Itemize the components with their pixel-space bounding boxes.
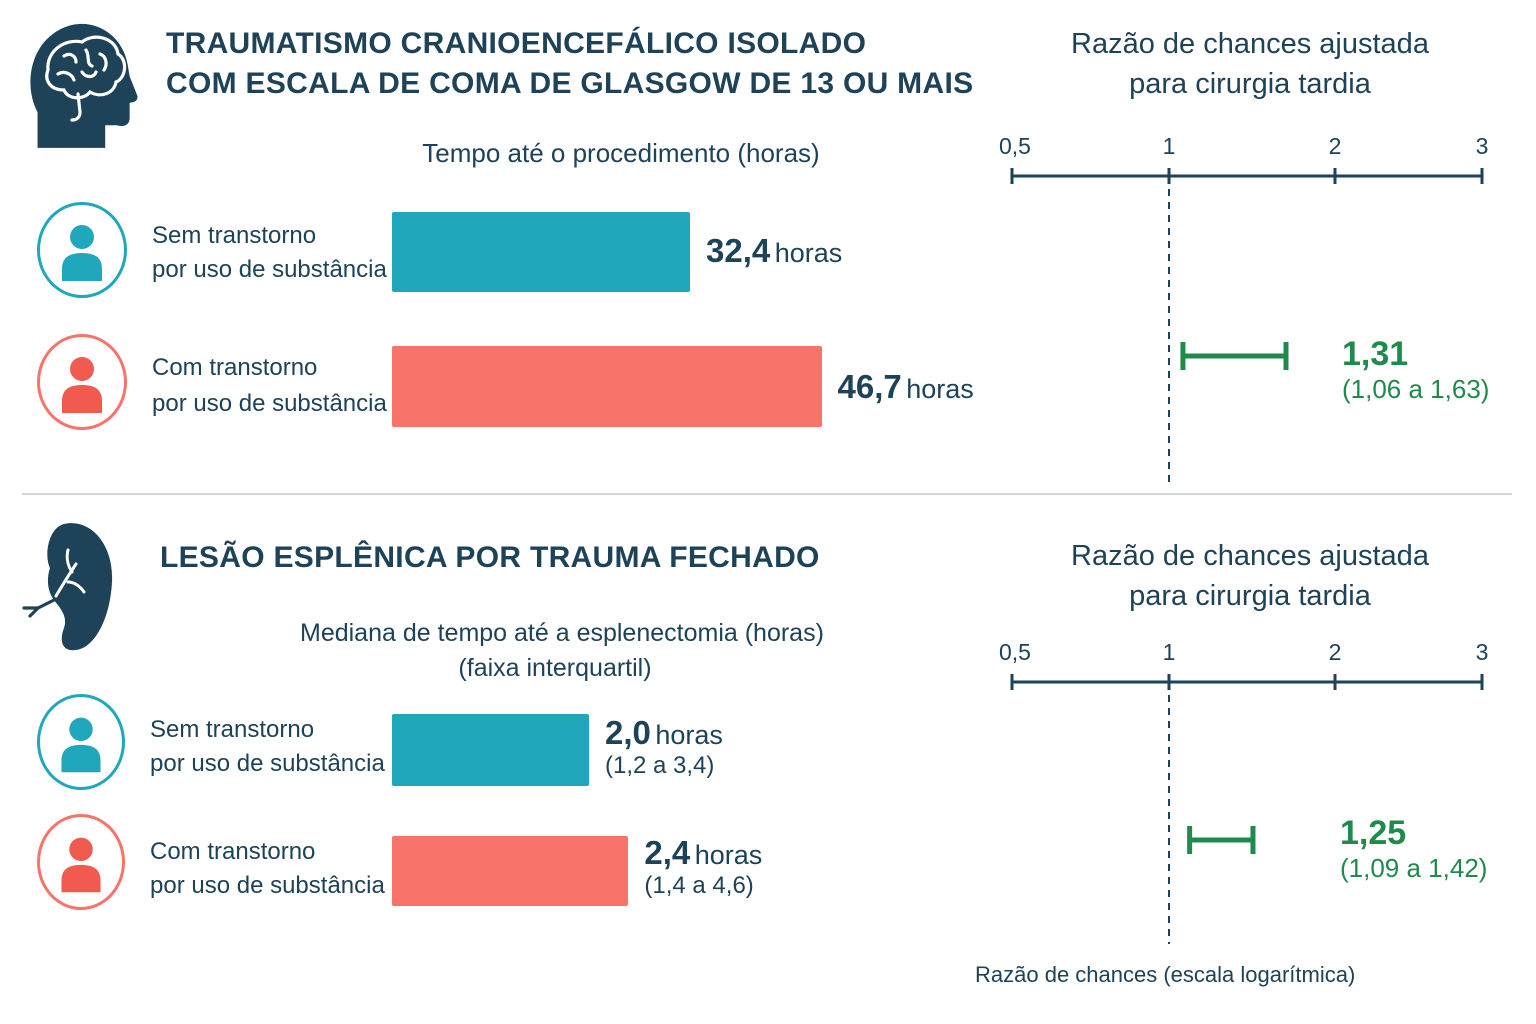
or-estimate-label: 1,31 (1,06 a 1,63) — [1342, 335, 1489, 405]
or-ci: (1,06 a 1,63) — [1342, 374, 1490, 404]
group-label-line2: por uso de substância — [152, 256, 387, 283]
person-icon — [61, 717, 101, 773]
bar-value-number: 2,4 — [644, 834, 691, 871]
or-value: 1,31 — [1342, 335, 1409, 373]
group-label-line1: Sem transtorno — [150, 716, 315, 743]
bar-value-label: 46,7 horas — [838, 368, 974, 406]
bar-with-sud — [392, 836, 629, 906]
forest-plot-tbi: 0,5 1 2 3 — [999, 133, 1489, 482]
section-title-line2: COM ESCALA DE COMA DE GLASGOW DE 13 OU M… — [166, 67, 974, 100]
group-label-line1: Com transtorno — [152, 354, 318, 381]
x-tick-label: 2 — [1329, 133, 1342, 159]
x-tick-label: 3 — [1476, 639, 1489, 665]
avatar-with-sud — [37, 334, 127, 430]
x-tick-label: 1 — [1163, 133, 1176, 159]
bar-value-number: 32,4 — [706, 232, 771, 269]
section-divider — [22, 493, 1512, 495]
bar-without-sud — [392, 714, 589, 786]
bar-value-unit: horas — [906, 374, 974, 404]
section-title: LESÃO ESPLÊNICA POR TRAUMA FECHADO — [160, 541, 820, 574]
bar-value-unit: horas — [694, 840, 763, 870]
person-icon — [62, 225, 102, 281]
group-label-line2: por uso de substância — [152, 390, 387, 417]
forest-plot-spleen: 0,5 1 2 3 — [999, 639, 1489, 944]
or-title-line2: para cirurgia tardia — [1129, 68, 1371, 100]
bar-chart-subtitle-line1: Mediana de tempo até a esplenectomia (ho… — [300, 619, 824, 647]
group-label-line1: Com transtorno — [150, 838, 316, 865]
group-label-line2: por uso de substância — [150, 750, 385, 777]
bar-value-label: 2,4 horas (1,4 a 4,6) — [644, 834, 762, 900]
bar-value-label: 32,4 horas — [706, 232, 842, 270]
spleen-icon — [22, 523, 113, 651]
person-icon — [62, 357, 102, 413]
bar-chart-subtitle: Tempo até o procedimento (horas) — [422, 138, 820, 168]
x-tick-label: 0,5 — [999, 133, 1031, 159]
person-icon — [61, 837, 101, 893]
bar-value-iqr: (1,2 a 3,4) — [605, 752, 715, 779]
bar-value-unit: horas — [655, 720, 723, 750]
avatar-without-sud — [37, 694, 125, 790]
x-tick-label: 3 — [1476, 133, 1489, 159]
or-estimate-label: 1,25 (1,09 a 1,42) — [1340, 814, 1487, 884]
x-axis-label: Razão de chances (escala logarítmica) — [975, 962, 1356, 987]
section-title-line1: TRAUMATISMO CRANIOENCEFÁLICO ISOLADO — [166, 27, 867, 60]
group-label-line1: Sem transtorno — [152, 222, 317, 249]
bar-chart-subtitle-line2: (faixa interquartil) — [458, 654, 652, 682]
bar-value-iqr: (1,4 a 4,6) — [644, 872, 754, 899]
bar-with-sud — [392, 346, 822, 427]
or-title-line1: Razão de chances ajustada — [1071, 28, 1429, 60]
group-label-line2: por uso de substância — [150, 872, 385, 899]
bar-value-unit: horas — [774, 238, 843, 268]
bar-value-number: 2,0 — [605, 714, 651, 751]
x-tick-label: 1 — [1163, 639, 1176, 665]
or-ci: (1,09 a 1,42) — [1340, 853, 1488, 883]
bar-without-sud — [392, 212, 690, 292]
or-title-line1: Razão de chances ajustada — [1071, 540, 1429, 572]
avatar-with-sud — [37, 814, 125, 910]
avatar-without-sud — [37, 202, 127, 298]
x-tick-label: 0,5 — [999, 639, 1031, 665]
bar-value-number: 46,7 — [837, 368, 902, 405]
or-value: 1,25 — [1340, 814, 1407, 852]
head-brain-icon — [30, 23, 138, 148]
x-tick-label: 2 — [1329, 639, 1342, 665]
bar-value-label: 2,0 horas (1,2 a 3,4) — [605, 714, 723, 780]
or-title-line2: para cirurgia tardia — [1129, 580, 1371, 612]
